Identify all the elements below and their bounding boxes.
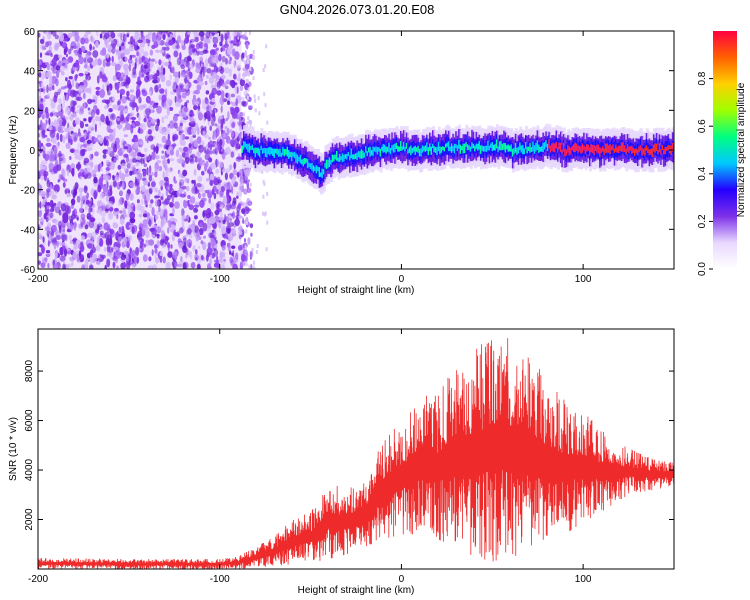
snr-y-axis-label: SNR (10 * v/v)	[8, 417, 19, 481]
spectrogram-x-tick-label: 0	[399, 274, 405, 285]
snr-y-tick-label: 6000	[24, 409, 35, 432]
spectrogram-y-tick-label: 20	[24, 106, 36, 117]
snr-line	[38, 338, 674, 569]
spectrogram-y-tick-label: -40	[21, 225, 36, 236]
snr-x-tick-label: -100	[210, 574, 230, 585]
spectrogram-y-tick-label: -20	[21, 186, 36, 197]
spectrogram-x-axis-label: Height of straight line (km)	[298, 285, 415, 296]
spectrogram-heatmap	[38, 31, 674, 269]
colorbar-tick-label: 0.2	[697, 214, 708, 228]
spectrogram-ticks: -200 -100 0 100 60 40 20 0 -20 -40 -60	[21, 27, 674, 285]
spectrogram-x-tick-label: -200	[28, 274, 48, 285]
colorbar-ticks: 0.0 0.2 0.4 0.6 0.8	[697, 71, 713, 276]
colorbar-tick-label: 0.8	[697, 71, 708, 85]
snr-series	[38, 338, 674, 569]
snr-y-tick-label: 8000	[24, 360, 35, 383]
spectrogram-y-tick-label: -60	[21, 265, 36, 276]
colorbar-scale	[713, 31, 737, 269]
snr-y-tick-label: 2000	[24, 508, 35, 531]
snr-x-tick-label: 100	[575, 574, 592, 585]
colorbar-tick-label: 0.0	[697, 262, 708, 276]
spectrogram-y-tick-label: 0	[29, 146, 35, 157]
snr-x-tick-label: -200	[28, 574, 48, 585]
snr-y-tick-label: 4000	[24, 458, 35, 481]
colorbar: 0.0 0.2 0.4 0.6 0.8 Normalized spectral ampl…	[697, 31, 747, 276]
spectrogram-x-tick-label: 100	[575, 274, 592, 285]
chart-title: GN04.2026.073.01.20.E08	[280, 2, 435, 17]
snr-panel: -200 -100 0 100 2000 4000 6000 8000 Height of s…	[8, 328, 675, 596]
colorbar-tick-label: 0.6	[697, 119, 708, 133]
snr-x-axis-label: Height of straight line (km)	[298, 585, 415, 596]
spectrogram-panel: -200 -100 0 100 60 40 20 0 -20 -40 -60 Height of s…	[8, 27, 675, 296]
spectrogram-y-tick-label: 60	[24, 27, 36, 38]
snr-frame	[37, 328, 675, 570]
colorbar-tick-label: 0.4	[697, 166, 708, 180]
colorbar-label: Normalized spectral amplitude	[736, 82, 747, 217]
frequency-ridge	[241, 123, 674, 195]
spectrogram-x-tick-label: -100	[210, 274, 230, 285]
spectrogram-y-tick-label: 40	[24, 67, 36, 78]
snr-ticks: -200 -100 0 100 2000 4000 6000 8000	[24, 329, 674, 585]
spectrogram-y-axis-label: Frequency (Hz)	[8, 116, 19, 185]
snr-x-tick-label: 0	[399, 574, 405, 585]
